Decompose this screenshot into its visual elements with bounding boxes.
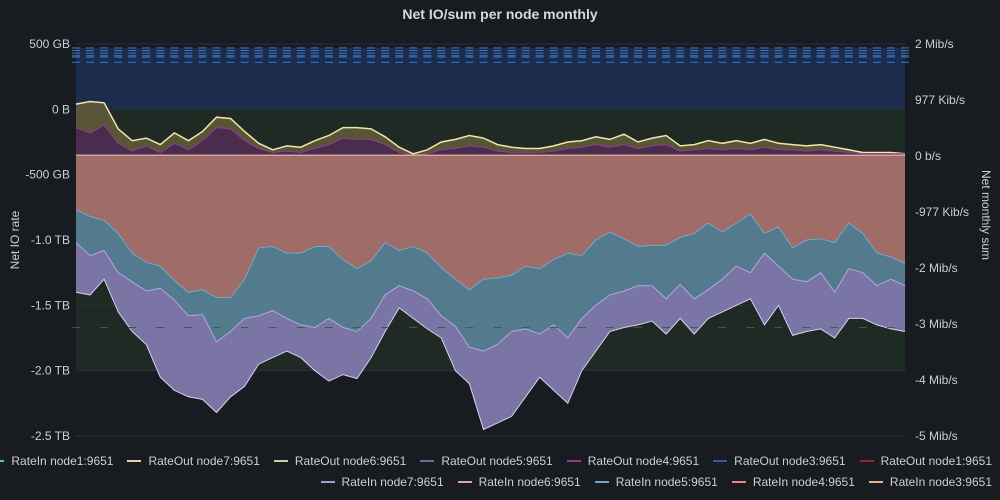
legend-item[interactable]: RateOut node1:9651 <box>859 453 992 468</box>
legend-label: RateIn node5:9651 <box>615 474 718 489</box>
y-axis-title-right: Net monthly sum <box>979 170 993 260</box>
series-area-ratein-node5 <box>76 209 905 352</box>
legend-label: RateIn node3:9651 <box>889 474 992 489</box>
series-line-ratein-node5 <box>75 242 906 352</box>
legend-label: RateOut node4:9651 <box>587 453 700 468</box>
legend-swatch <box>320 480 335 483</box>
legend-item[interactable]: RateOut node4:9651 <box>566 453 700 468</box>
y-tick-label-right: -5 Mib/s <box>915 429 958 443</box>
series-area-rateout-node3 <box>76 47 905 110</box>
series-line-ratein-node7 <box>75 278 906 431</box>
y-tick-label-right: 0 b/s <box>915 149 941 163</box>
legend-swatch <box>457 480 472 483</box>
series-line-ratein-node4 <box>75 209 906 298</box>
legend-label: RateIn node4:9651 <box>752 474 855 489</box>
y-tick-label-left: 500 GB <box>29 37 70 51</box>
legend-swatch <box>713 459 728 462</box>
legend-item[interactable]: RateOut node3:9651 <box>713 453 846 468</box>
series-line-rateout-node7 <box>75 100 906 155</box>
legend-label: RateIn node7:9651 <box>341 474 444 489</box>
legend-item[interactable]: RateIn node3:9651 <box>868 474 992 489</box>
y-tick-label-right: -3 Mib/s <box>915 317 958 331</box>
legend-swatch <box>731 480 746 483</box>
legend-label: RateOut node7:9651 <box>148 453 260 468</box>
legend-item[interactable]: RateIn node4:9651 <box>731 474 855 489</box>
legend-label: RateOut node1:9651 <box>880 453 992 468</box>
legend-label: RateOut node6:9651 <box>294 453 407 468</box>
y-axis-title-left: Net IO rate <box>8 210 22 269</box>
y-tick-label-left: 0 B <box>52 102 70 116</box>
chart-plot: 500 GB 0 B -500 GB -1.0 TB -1.5 TB -2.0 TB -2.… <box>8 37 993 443</box>
legend-label: RateIn node6:9651 <box>478 474 581 489</box>
panel-title: Net IO/sum per node monthly <box>402 6 598 22</box>
legend-swatch <box>273 459 288 462</box>
y-tick-label-right: -977 Kib/s <box>915 205 969 219</box>
legend-row: RateIn node1:9651 RateOut node7:9651 RateO… <box>0 450 1000 471</box>
y-tick-label-right: 2 Mib/s <box>915 37 954 51</box>
legend-swatch <box>594 480 609 483</box>
legend-swatch <box>127 459 142 462</box>
legend-item[interactable]: RateOut node6:9651 <box>273 453 407 468</box>
legend-item[interactable]: RateIn node5:9651 <box>594 474 718 489</box>
legend-swatch <box>420 459 435 462</box>
y-tick-label-left: -2.0 TB <box>31 364 70 378</box>
y-tick-label-right: 977 Kib/s <box>915 93 965 107</box>
y-tick-label-left: -2.5 TB <box>31 429 70 443</box>
series-line-rateout-node4 <box>75 124 905 156</box>
series-area-ratein-node7 <box>76 242 905 430</box>
legend-swatch <box>566 459 581 462</box>
legend-row: RateIn node7:9651 RateIn node6:9651 RateIn… <box>0 471 1000 492</box>
legend-swatch <box>0 459 5 462</box>
legend-item[interactable]: RateOut node5:9651 <box>420 453 553 468</box>
legend-item[interactable]: RateIn node7:9651 <box>320 474 444 489</box>
legend-swatch <box>868 480 883 483</box>
legend-label: RateOut node3:9651 <box>734 453 846 468</box>
legend-item[interactable]: RateIn node6:9651 <box>457 474 581 489</box>
chart-legend: RateIn node1:9651 RateOut node7:9651 RateO… <box>0 450 1000 492</box>
y-tick-label-right: -2 Mib/s <box>915 261 958 275</box>
legend-swatch <box>859 459 874 462</box>
y-tick-label-left: -1.5 TB <box>31 298 70 312</box>
y-tick-label-right: -4 Mib/s <box>915 373 958 387</box>
legend-item[interactable]: RateOut node7:9651 <box>127 453 260 468</box>
y-tick-label-left: -1.0 TB <box>31 233 70 247</box>
legend-item[interactable]: RateIn node1:9651 <box>0 454 113 468</box>
legend-label: RateOut node5:9651 <box>441 453 553 468</box>
y-tick-label-left: -500 GB <box>25 168 70 182</box>
series-area-ratein-node4 <box>76 155 905 298</box>
legend-label: RateIn node1:9651 <box>11 453 114 468</box>
